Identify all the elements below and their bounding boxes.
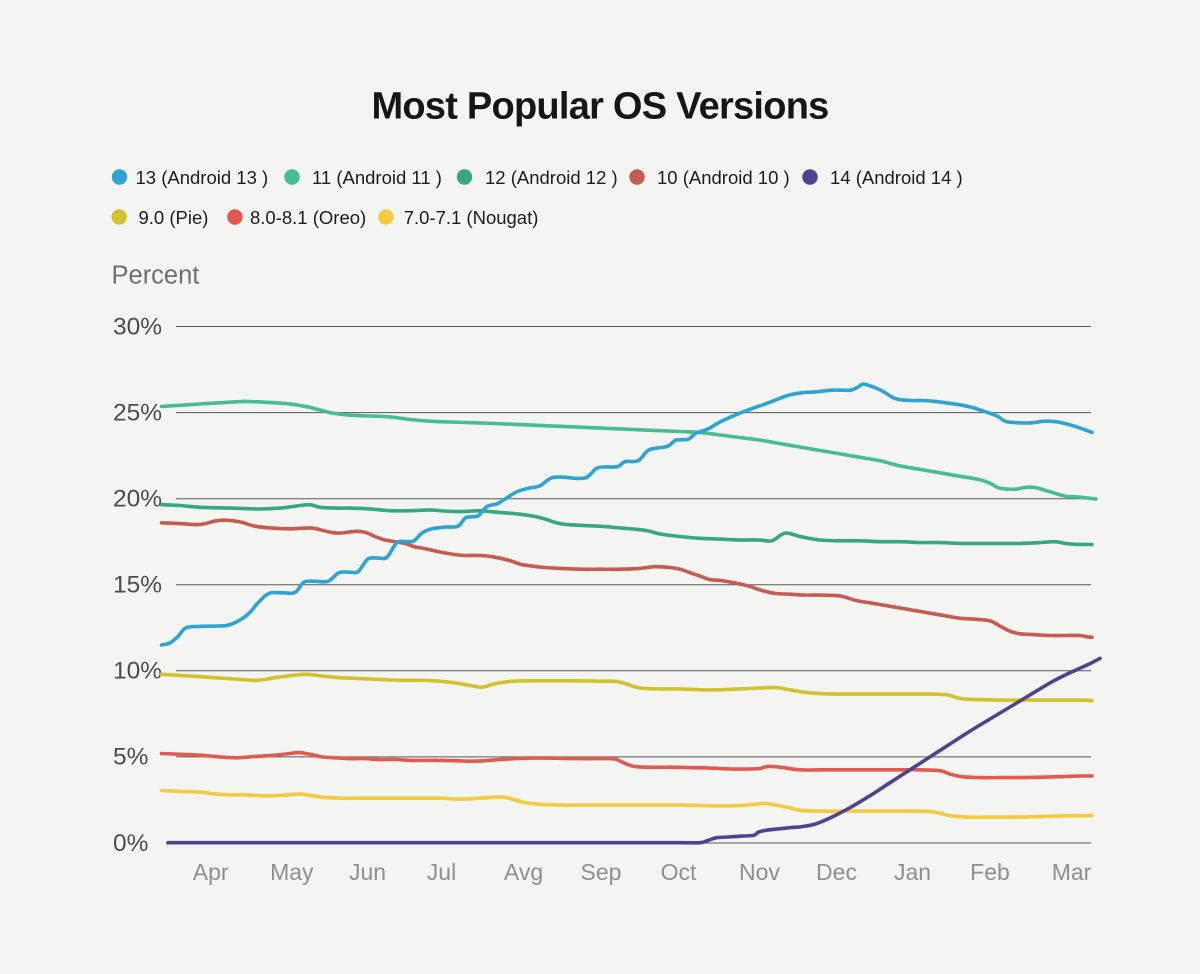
svg-text:5%: 5% bbox=[113, 744, 148, 771]
svg-text:Sep: Sep bbox=[581, 859, 622, 885]
svg-text:May: May bbox=[270, 859, 314, 885]
svg-text:Jun: Jun bbox=[349, 859, 386, 885]
svg-text:0%: 0% bbox=[113, 830, 148, 857]
svg-text:8.0-8.1 (Oreo): 8.0-8.1 (Oreo) bbox=[250, 207, 366, 228]
svg-text:10%: 10% bbox=[113, 658, 162, 685]
svg-text:11 (Android 11 ): 11 (Android 11 ) bbox=[312, 167, 442, 188]
svg-text:Apr: Apr bbox=[193, 859, 229, 885]
svg-text:Avg: Avg bbox=[504, 859, 543, 885]
svg-text:Jul: Jul bbox=[427, 859, 456, 885]
svg-text:Percent: Percent bbox=[112, 262, 200, 290]
svg-text:15%: 15% bbox=[113, 572, 162, 599]
svg-text:Dec: Dec bbox=[816, 859, 857, 885]
svg-text:7.0-7.1 (Nougat): 7.0-7.1 (Nougat) bbox=[404, 207, 539, 228]
svg-text:Nov: Nov bbox=[739, 859, 780, 885]
svg-text:Oct: Oct bbox=[661, 859, 697, 885]
svg-text:9.0 (Pie): 9.0 (Pie) bbox=[139, 207, 209, 228]
svg-text:14 (Android 14 ): 14 (Android 14 ) bbox=[830, 167, 963, 188]
svg-text:13 (Android 13 ): 13 (Android 13 ) bbox=[136, 167, 269, 188]
svg-text:10 (Android 10 ): 10 (Android 10 ) bbox=[657, 167, 790, 188]
svg-text:25%: 25% bbox=[113, 399, 162, 426]
svg-text:30%: 30% bbox=[113, 313, 162, 340]
svg-text:Feb: Feb bbox=[970, 859, 1010, 885]
svg-text:12 (Android 12 ): 12 (Android 12 ) bbox=[485, 167, 618, 188]
svg-text:Jan: Jan bbox=[894, 859, 931, 885]
svg-text:Mar: Mar bbox=[1052, 859, 1092, 885]
svg-text:Most Popular OS Versions: Most Popular OS Versions bbox=[371, 86, 828, 128]
svg-text:20%: 20% bbox=[113, 486, 162, 513]
